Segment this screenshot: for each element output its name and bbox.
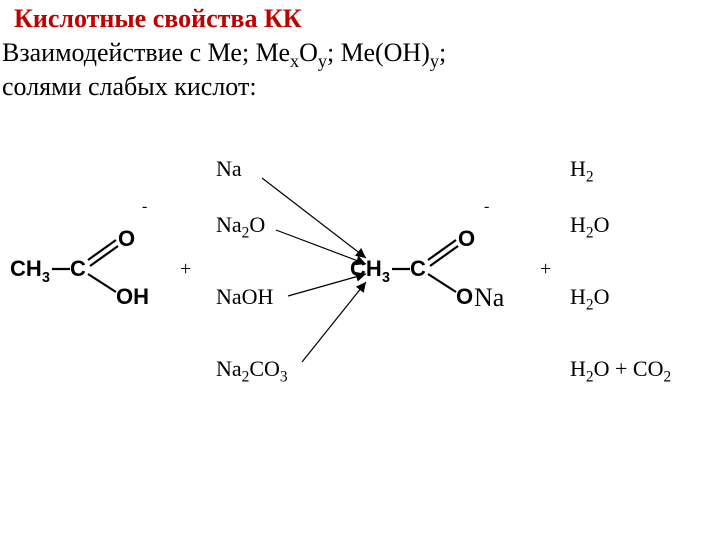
reaction-arrows	[246, 166, 382, 376]
plus-sign-1: +	[180, 258, 191, 281]
product-h2o-1: H2O	[570, 212, 609, 238]
svg-text:C: C	[70, 256, 86, 281]
slide-title: Кислотные свойства КК	[14, 4, 302, 34]
slide-subtitle-line2: солями слабых кислот:	[2, 72, 257, 102]
product-h2: H2	[570, 156, 594, 182]
svg-text:OH: OH	[116, 284, 149, 309]
slide-subtitle-line1: Взаимодействие с Ме; МехОу; Ме(ОН)у;	[2, 38, 446, 68]
charge-mark-1: -	[142, 198, 147, 216]
svg-text:O: O	[456, 284, 473, 309]
product-h2o-co2: H2O + CO2	[570, 356, 671, 382]
charge-mark-2: -	[484, 198, 489, 216]
svg-text:Na: Na	[474, 283, 505, 312]
product-h2o-2: H2O	[570, 284, 609, 310]
svg-text:3: 3	[382, 270, 390, 286]
svg-text:C: C	[410, 256, 426, 281]
acetic-acid-structure: CH3 C O OH	[8, 218, 164, 318]
svg-text:O: O	[458, 226, 475, 251]
reagent-na: Na	[216, 156, 242, 182]
svg-text:CH: CH	[10, 256, 42, 281]
svg-text:3: 3	[42, 270, 50, 286]
plus-sign-2: +	[540, 258, 551, 281]
svg-text:O: O	[118, 226, 135, 251]
